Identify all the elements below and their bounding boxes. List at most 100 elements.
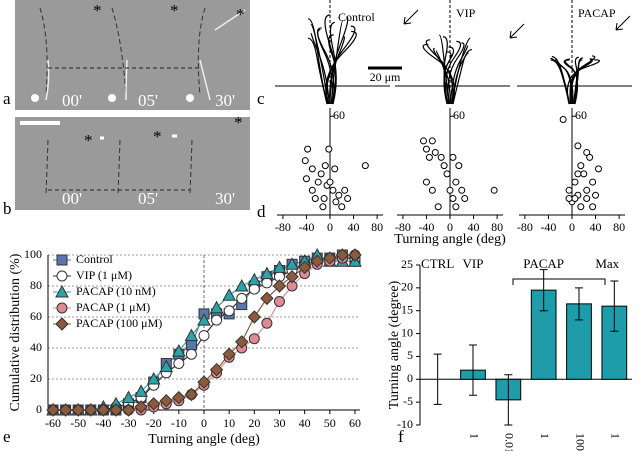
point [592,191,600,199]
error-bar [575,287,583,321]
marker [260,291,274,306]
point [446,186,454,194]
point [341,186,349,194]
legend-marker [56,254,68,266]
point [425,153,433,161]
marker [198,330,210,342]
scale-label: 20 μm [370,70,401,84]
point [583,195,591,203]
y-axis-label: Turning angle (degree) [387,280,402,409]
x-tick-label: 40 [468,220,480,234]
marker [184,328,199,342]
svg-text:*: * [93,1,102,20]
x-tick-label: 0 [201,416,207,430]
marker [235,335,249,349]
x-tick-label: 40 [590,220,602,234]
marker [209,362,224,377]
trace [329,21,337,105]
marker [71,403,85,417]
x-tick-label: -40 [540,220,556,234]
trace [328,34,337,105]
legend-marker [55,284,69,298]
error-bar [433,353,442,405]
y-tick-label: 5 [407,348,413,362]
marker [248,283,260,295]
point [571,178,579,186]
trace [443,46,455,105]
point [490,186,498,194]
point [589,203,597,211]
legend-label: PACAP (100 μM) [76,316,162,330]
marker [222,288,237,301]
micrograph-a: * * * [15,0,250,110]
trace [563,59,579,105]
error-bar [539,269,548,312]
time-label: 00' [62,91,82,110]
point [574,142,582,150]
legend-item: PACAP (100 μM) [53,316,162,331]
marker [248,333,260,345]
marker [84,403,98,417]
trace [328,16,349,105]
x-tick-label: 0 [569,220,575,234]
arrows [403,9,631,39]
point [344,195,352,203]
y-tick-label: 60 [333,108,345,122]
marker [209,300,224,314]
y-tick-label: 60 [30,309,42,323]
point [565,195,573,203]
point [449,195,457,203]
x-axis-label: Turning angle (deg) [148,432,260,447]
x-tick-label: -20 [146,416,162,430]
trace [438,34,450,105]
point [434,203,442,211]
x-tick-label: 0.01 [503,433,517,451]
trace [452,48,473,105]
time-label: 30' [215,189,235,208]
trace [425,39,454,105]
x-axis-label: Turning angle (deg) [394,232,506,247]
trace [570,59,593,105]
point [580,170,588,178]
trace [307,37,328,105]
svg-text:*: * [170,1,179,20]
micrograph-b: * * * [15,113,250,210]
x-tick-label: -40 [95,416,111,430]
error-bar [504,374,513,426]
point [455,162,463,170]
marker [260,266,274,280]
trace [310,32,330,105]
neurite-traces [275,0,632,105]
point [308,165,316,173]
x-tick-label: 50 [324,416,336,430]
x-tick-label: 60 [349,416,361,430]
x-tick-label: -50 [70,416,86,430]
point [452,178,460,186]
svg-text:*: * [84,131,93,150]
marker [159,359,174,373]
y-tick-label: 0 [36,402,42,416]
marker [297,260,312,275]
point [565,186,573,194]
marker [223,305,235,317]
group-label: Max [595,256,619,271]
point [321,162,329,170]
point [335,191,343,199]
point [311,195,319,203]
marker [323,251,337,265]
time-label: 00' [62,189,82,208]
y-tick-label: 100 [24,247,42,261]
marker [285,269,299,284]
marker [247,272,262,286]
svg-text:*: * [236,5,245,24]
group-label: VIP [463,256,484,271]
point [428,186,436,194]
y-tick-label: 25 [401,257,413,271]
marker [211,314,223,326]
error-bar [610,280,619,332]
trace [447,42,465,105]
marker [234,278,249,292]
point [437,153,445,161]
point [595,165,602,173]
